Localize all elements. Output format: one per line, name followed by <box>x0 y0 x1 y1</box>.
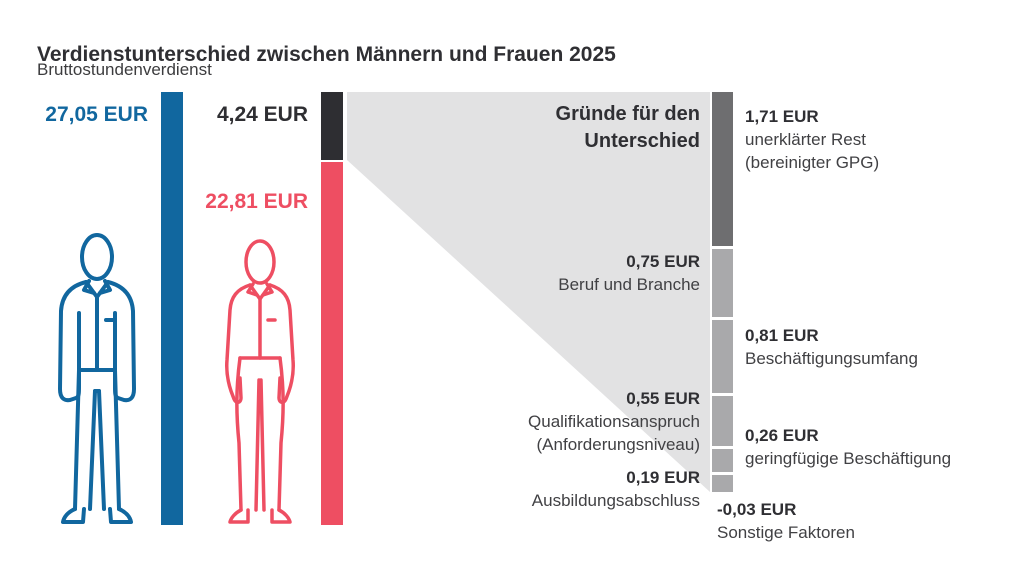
label-qualifikationsanspruch: 0,55 EUR Qualifikationsanspruch (Anforde… <box>528 387 700 456</box>
men-earnings-bar <box>161 92 183 525</box>
label-desc: Sonstige Faktoren <box>717 523 855 542</box>
breakdown-segment <box>712 449 733 472</box>
women-earnings-bar <box>321 162 343 525</box>
label-unerklaerter-rest: 1,71 EUR unerklärter Rest (bereinigter G… <box>745 105 879 174</box>
label-ausbildungsabschluss: 0,19 EUR Ausbildungsabschluss <box>532 466 700 512</box>
label-value: -0,03 EUR <box>717 500 797 519</box>
label-desc: Beschäftigungsumfang <box>745 349 918 368</box>
label-desc: (bereinigter GPG) <box>745 153 880 172</box>
breakdown-segment <box>712 396 733 446</box>
label-beruf-und-branche: 0,75 EUR Beruf und Branche <box>558 250 700 296</box>
page-title: Verdienstunterschied zwischen Männern un… <box>37 43 616 67</box>
breakdown-heading: Gründe für den Unterschied <box>556 101 700 155</box>
label-desc: (Anforderungsniveau) <box>536 435 700 454</box>
label-value: 0,19 EUR <box>626 468 700 487</box>
women-value-label: 22,81 EUR <box>205 190 308 213</box>
gap-value-label: 4,24 EUR <box>216 103 308 126</box>
label-desc: unerklärter Rest <box>745 130 866 149</box>
breakdown-heading-line2: Unterschied <box>584 130 700 152</box>
label-beschaeftigungsumfang: 0,81 EUR Beschäftigungsumfang <box>745 324 918 370</box>
breakdown-bar <box>712 92 733 495</box>
breakdown-segment <box>712 92 733 246</box>
breakdown-heading-line1: Gründe für den <box>555 103 700 125</box>
label-desc: Ausbildungsabschluss <box>531 491 700 510</box>
men-value-label: 27,05 EUR <box>45 103 148 126</box>
label-value: 0,75 EUR <box>626 252 700 271</box>
label-value: 1,71 EUR <box>745 107 819 126</box>
breakdown-segment <box>712 249 733 317</box>
label-geringfuegige-beschaeftigung: 0,26 EUR geringfügige Beschäftigung <box>745 424 951 470</box>
breakdown-segment <box>712 475 733 492</box>
label-desc: geringfügige Beschäftigung <box>745 449 952 468</box>
label-value: 0,55 EUR <box>626 389 700 408</box>
label-desc: Beruf und Branche <box>558 275 700 294</box>
label-value: 0,26 EUR <box>745 426 819 445</box>
man-icon <box>50 231 142 534</box>
label-desc: Qualifikationsanspruch <box>528 412 700 431</box>
label-sonstige-faktoren: -0,03 EUR Sonstige Faktoren <box>717 498 855 544</box>
subtitle: Bruttostundenverdienst <box>37 60 212 79</box>
label-value: 0,81 EUR <box>745 326 819 345</box>
breakdown-segment <box>712 320 733 393</box>
gap-bar <box>321 92 343 160</box>
woman-icon <box>218 238 302 535</box>
